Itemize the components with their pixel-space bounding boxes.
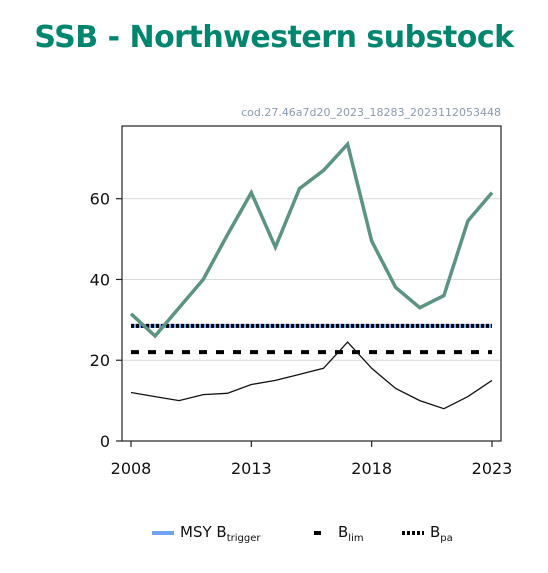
y-tick-label-60: 60: [90, 190, 110, 209]
chart-id-label: cod.27.46a7d20_2023_18283_2023112053448: [241, 106, 501, 119]
y-tick-label-20: 20: [90, 351, 110, 370]
x-tick-label-2013: 2013: [231, 459, 272, 478]
y-tick-label-40: 40: [90, 270, 110, 289]
legend-label-msy: MSY Btrigger: [180, 522, 261, 544]
legend: MSY Btrigger Blim Bpa: [0, 518, 548, 548]
x-tick-label-2023: 2023: [472, 459, 513, 478]
chart-title: SSB - Northwestern substock: [34, 20, 514, 55]
y-tick-label-0: 0: [100, 432, 110, 451]
legend-item-bpa: Bpa: [402, 518, 453, 548]
low-bound-series-line: [130, 341, 493, 410]
legend-swatch-blim: [314, 531, 321, 535]
ssb-series-line: [129, 140, 494, 339]
legend-swatch-msy: [152, 531, 174, 535]
legend-item-msy: MSY Btrigger: [152, 518, 260, 548]
x-tick-label-2008: 2008: [111, 459, 152, 478]
legend-item-blim: Blim: [314, 518, 364, 548]
x-tick-label-2018: 2018: [351, 459, 392, 478]
plot-frame: [121, 125, 502, 442]
legend-swatch-bpa: [402, 531, 424, 535]
legend-label-bpa: Bpa: [430, 522, 453, 544]
legend-label-blim: Blim: [338, 522, 364, 544]
